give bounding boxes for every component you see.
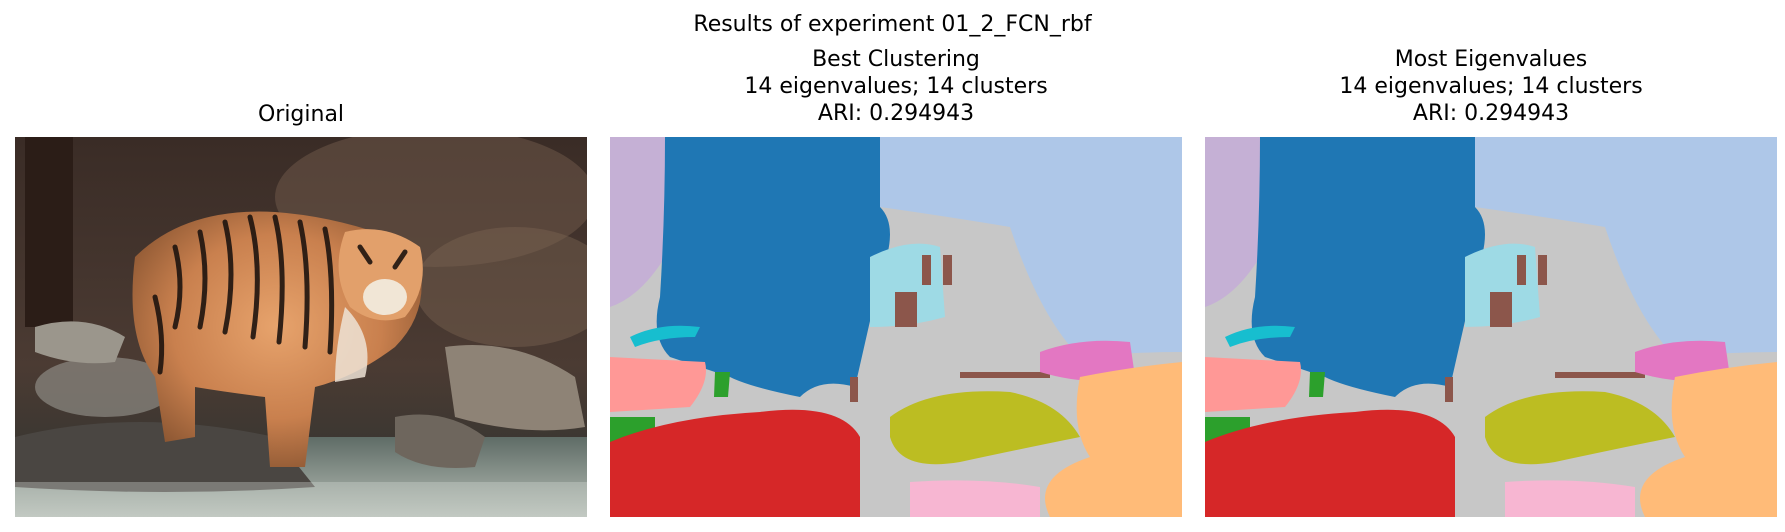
panel-title-line: ARI: 0.294943 [1412,101,1570,126]
panel-title-original: Original [15,101,587,128]
figure-suptitle: Results of experiment 01_2_FCN_rbf [693,12,1092,37]
best-clustering-panel [610,137,1182,517]
panel-title-line: 14 eigenvalues; 14 clusters [744,74,1048,99]
panel-title-line: Original [257,102,345,127]
panel-title-line: Best Clustering [812,47,980,72]
segmentation-map [1205,137,1777,517]
panel-title-line: ARI: 0.294943 [817,101,975,126]
most-eigenvalues-panel [1205,137,1777,517]
panel-title-best-clustering: Best Clustering 14 eigenvalues; 14 clust… [610,46,1182,127]
original-tiger-photo [15,137,587,517]
panel-title-most-eigenvalues: Most Eigenvalues 14 eigenvalues; 14 clus… [1205,46,1777,127]
panel-title-line: Most Eigenvalues [1394,47,1588,72]
original-image-panel [15,137,587,517]
segmentation-map [610,137,1182,517]
panel-title-line: 14 eigenvalues; 14 clusters [1339,74,1643,99]
